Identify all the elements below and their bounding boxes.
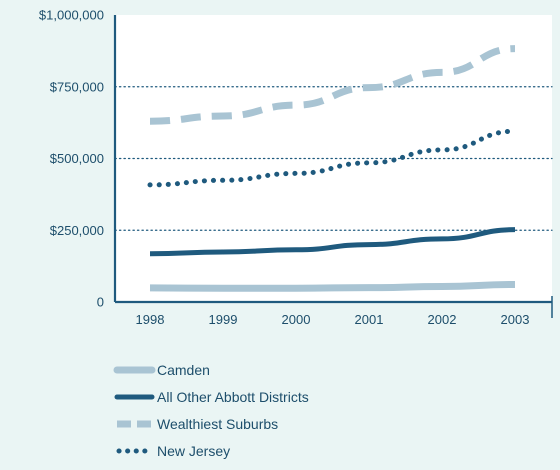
legend-label: All Other Abbott Districts [157, 389, 309, 405]
x-tick-label: 2003 [501, 312, 530, 327]
x-tick-label: 1999 [209, 312, 238, 327]
x-tick-label: 2000 [282, 312, 311, 327]
tick-labels: 0 $250,000 $500,000 $750,000 $1,000,000 1998 1… [39, 8, 530, 328]
legend-label: New Jersey [157, 443, 230, 459]
x-tick-label: 2001 [355, 312, 384, 327]
y-tick-label: $500,000 [50, 151, 104, 166]
legend: Camden All Other Abbott Districts Wealthie… [113, 362, 309, 459]
series-lines [147, 45, 518, 292]
series-line-wealthiest-suburbs [149, 45, 516, 125]
series-line-camden [149, 280, 516, 292]
y-tick-label: $750,000 [50, 79, 104, 94]
legend-label: Wealthiest Suburbs [157, 416, 278, 432]
x-tick-label: 2002 [428, 312, 457, 327]
y-tick-label: 0 [97, 295, 104, 310]
x-tick-label: 1998 [136, 312, 165, 327]
series-line-all-other-abbott-districts [149, 227, 516, 257]
y-tick-label: $1,000,000 [39, 8, 104, 23]
series-line-new-jersey [147, 128, 518, 188]
gridlines [114, 86, 553, 231]
legend-label: Camden [157, 362, 210, 378]
axes [113, 15, 553, 318]
y-tick-label: $250,000 [50, 223, 104, 238]
